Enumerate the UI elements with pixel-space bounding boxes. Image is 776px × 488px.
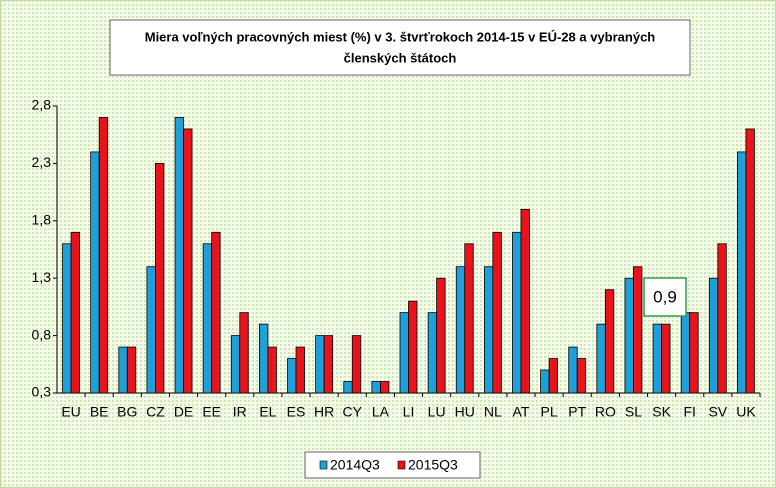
bar bbox=[70, 231, 80, 394]
y-tick-label: 0,3 bbox=[32, 384, 52, 400]
bar bbox=[315, 335, 325, 394]
x-tick-label: LU bbox=[428, 404, 446, 420]
bar bbox=[183, 128, 193, 394]
bar bbox=[568, 346, 578, 394]
bar bbox=[427, 312, 438, 394]
x-tick-label: SV bbox=[708, 404, 727, 420]
bar bbox=[295, 346, 305, 394]
bar bbox=[436, 277, 446, 394]
legend-swatch bbox=[397, 460, 406, 470]
bar bbox=[576, 358, 587, 394]
bar bbox=[661, 323, 671, 394]
x-tick-label: DE bbox=[174, 404, 193, 420]
x-tick-label: EU bbox=[61, 404, 80, 420]
legend-label: 2014Q3 bbox=[330, 457, 380, 473]
bar bbox=[652, 323, 662, 394]
x-tick-label: AT bbox=[513, 404, 530, 420]
bar bbox=[604, 289, 615, 394]
bar bbox=[239, 312, 249, 394]
title-box bbox=[109, 19, 691, 76]
bar bbox=[624, 277, 634, 394]
x-tick-label: BE bbox=[90, 404, 109, 420]
bar bbox=[492, 231, 502, 394]
x-tick-label: SL bbox=[625, 404, 642, 420]
bar bbox=[323, 335, 334, 394]
bar bbox=[737, 151, 747, 394]
legend-label: 2015Q3 bbox=[408, 457, 458, 473]
bar bbox=[258, 323, 269, 394]
x-tick-label: SK bbox=[652, 404, 671, 420]
bar bbox=[399, 312, 409, 394]
x-tick-label: CY bbox=[343, 404, 363, 420]
bar bbox=[745, 128, 755, 394]
y-tick-label: 0,8 bbox=[32, 326, 52, 342]
bar bbox=[717, 243, 727, 394]
x-tick-label: PL bbox=[541, 404, 558, 420]
annotation: 0,9 bbox=[653, 287, 677, 306]
bar bbox=[371, 381, 381, 394]
bar bbox=[379, 381, 390, 394]
bar bbox=[90, 151, 100, 394]
x-tick-label: BG bbox=[117, 404, 137, 420]
bar bbox=[211, 231, 221, 394]
x-tick-label: CZ bbox=[146, 404, 165, 420]
x-tick-label: HR bbox=[314, 404, 334, 420]
x-tick-label: PT bbox=[568, 404, 586, 420]
legend-box bbox=[304, 451, 481, 479]
x-tick-label: FI bbox=[683, 404, 695, 420]
bar bbox=[126, 346, 137, 394]
bar bbox=[540, 369, 550, 394]
bar bbox=[343, 381, 353, 394]
x-tick-label: HU bbox=[455, 404, 475, 420]
y-tick-label: 1,8 bbox=[32, 212, 52, 228]
x-tick-label: IR bbox=[233, 404, 247, 420]
bar bbox=[98, 117, 109, 394]
bar bbox=[708, 277, 719, 394]
y-tick-label: 2,8 bbox=[32, 97, 52, 113]
bar bbox=[230, 335, 241, 394]
bar bbox=[548, 358, 558, 394]
bar bbox=[520, 208, 530, 394]
bar bbox=[680, 312, 691, 394]
bar bbox=[174, 117, 184, 394]
bar bbox=[408, 300, 418, 394]
x-tick-label: EL bbox=[259, 404, 276, 420]
bar bbox=[146, 266, 156, 394]
annotation-box bbox=[643, 277, 687, 317]
bar bbox=[455, 266, 466, 394]
x-tick-label: UK bbox=[736, 404, 756, 420]
bar bbox=[512, 231, 522, 394]
bar bbox=[267, 346, 277, 394]
bar bbox=[464, 243, 474, 394]
x-tick-label: EE bbox=[202, 404, 221, 420]
bar bbox=[155, 162, 165, 394]
bar bbox=[689, 312, 699, 394]
bar bbox=[202, 243, 213, 394]
bar bbox=[62, 243, 72, 394]
y-tick-label: 2,3 bbox=[32, 154, 52, 170]
chart-title: Miera voľných pracovných miest (%) v 3. … bbox=[145, 29, 656, 44]
bar bbox=[287, 358, 297, 394]
bar bbox=[596, 323, 606, 394]
y-tick-label: 1,3 bbox=[32, 269, 52, 285]
bar bbox=[351, 335, 362, 394]
x-tick-label: NL bbox=[484, 404, 502, 420]
bar bbox=[633, 266, 643, 394]
bar bbox=[118, 346, 128, 394]
x-tick-label: LI bbox=[403, 404, 415, 420]
x-tick-label: RO bbox=[595, 404, 616, 420]
x-tick-label: LA bbox=[372, 404, 390, 420]
chart-subtitle: členských štátoch bbox=[344, 50, 457, 65]
legend-swatch bbox=[319, 460, 328, 470]
bar bbox=[483, 266, 494, 394]
x-tick-label: ES bbox=[287, 404, 306, 420]
